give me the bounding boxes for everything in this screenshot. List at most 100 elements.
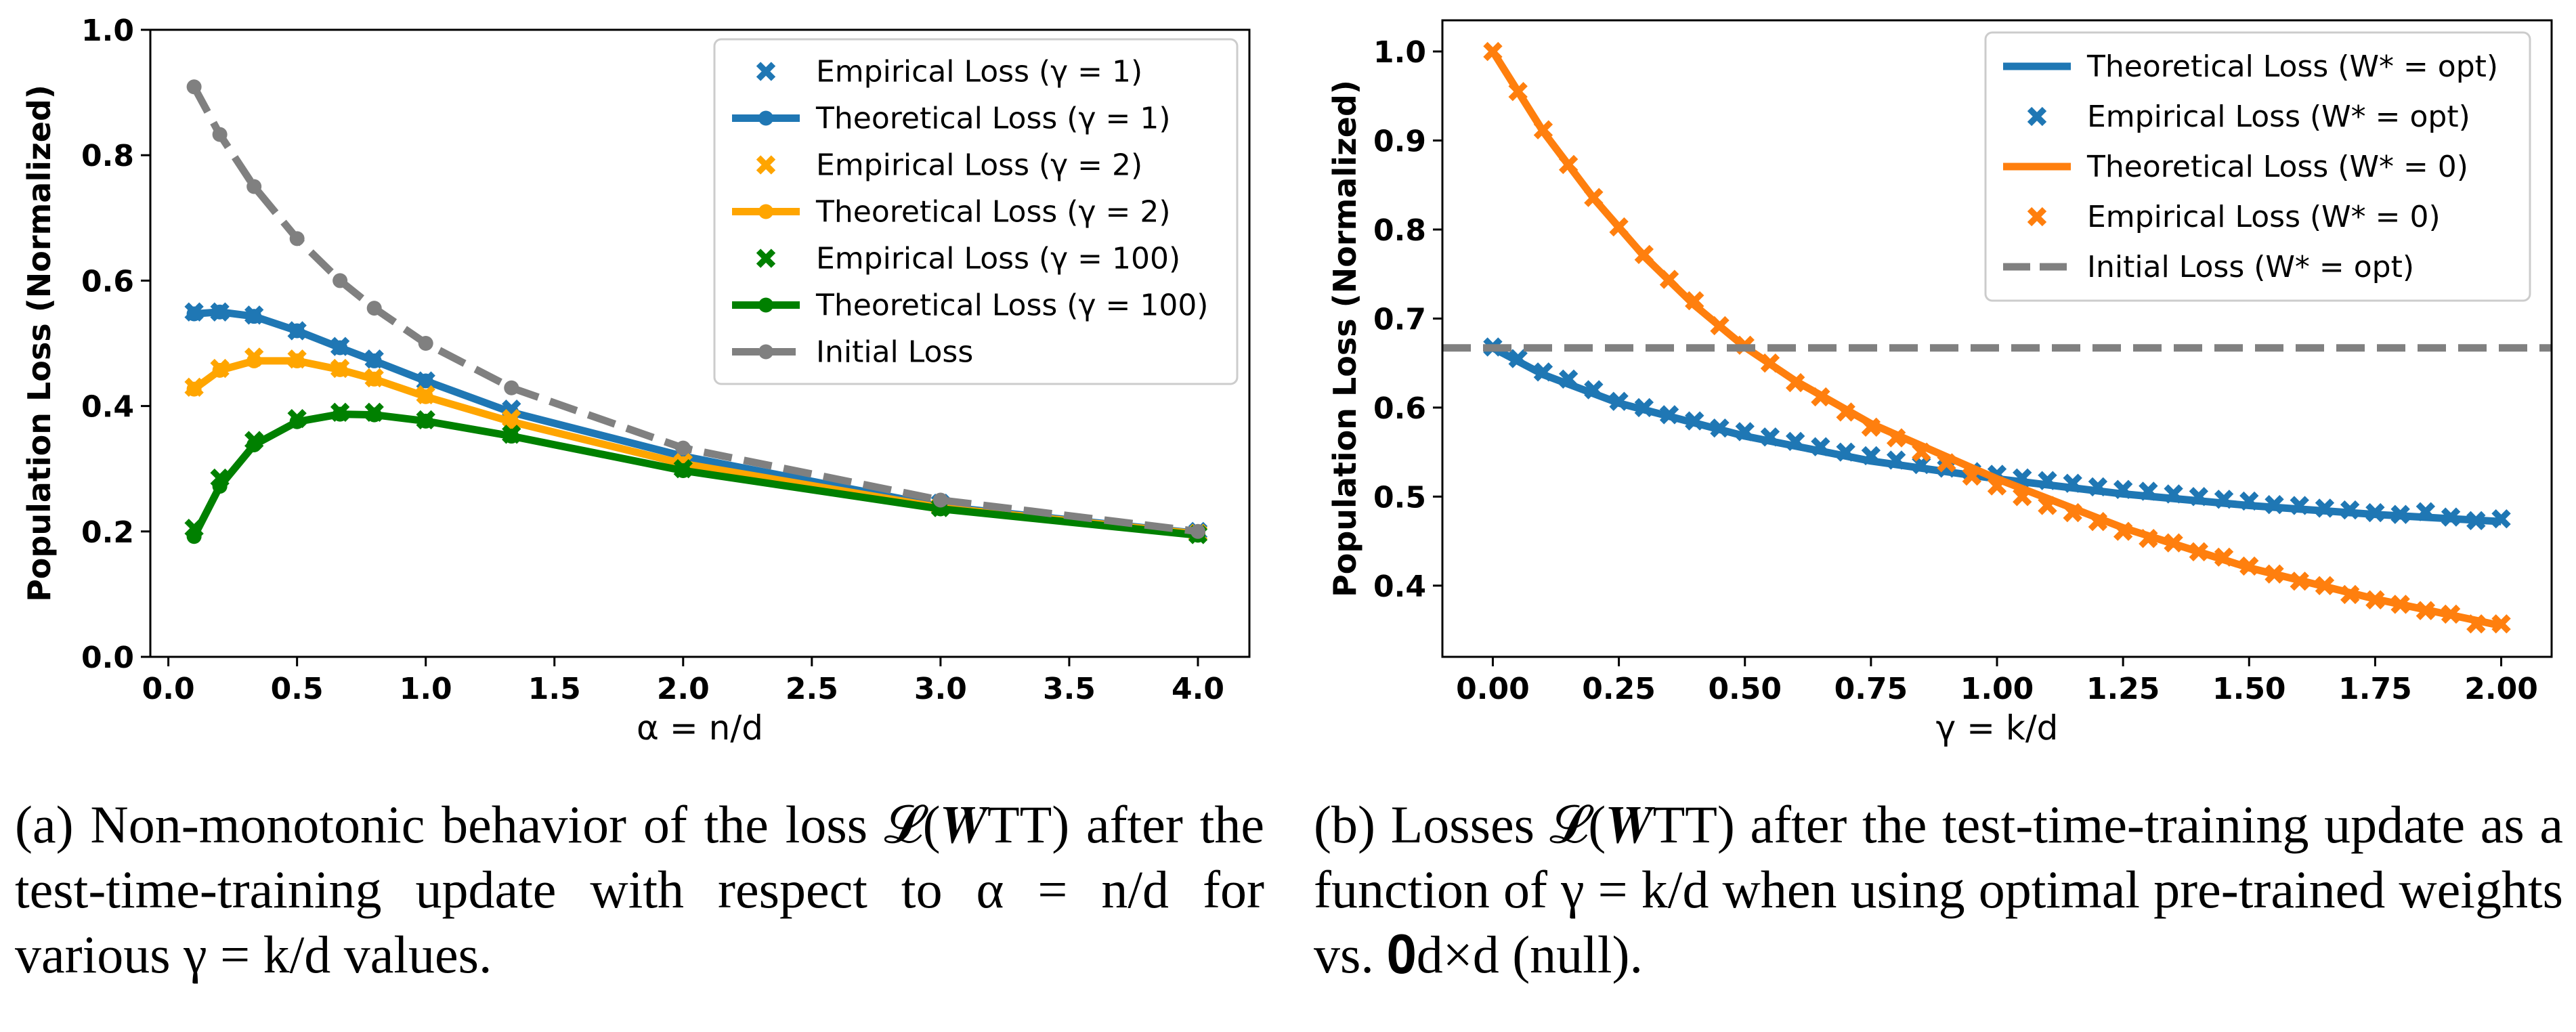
point-b-empirical-loss-w-opt-15 [1861,446,1881,466]
point-b-empirical-loss-w-0-40 [2491,614,2511,634]
legend-handle-dot-a-5 [758,297,773,313]
point-a-theoretical-loss-1-1 [212,304,228,320]
point-b-empirical-loss-w-0-31 [2264,564,2284,584]
point-b-empirical-loss-w-0-29 [2214,547,2234,567]
y-tick-label-a-1: 0.2 [81,515,134,550]
point-b-empirical-loss-w-0-22 [2038,496,2057,515]
point-a-initial-loss-6 [418,336,433,351]
y-axis-label-b: Population Loss (Normalized) [1327,80,1363,597]
series-b-empirical-loss-w-opt [1483,337,2511,531]
plot-a-loss-vs-alpha: 0.0 0.5 1.0 1.5 2.0 2.5 3.0 3.5 4.0 0.0 0.2 0.4 0.6 0… [21,14,1251,748]
point-a-theoretical-loss-100-2 [246,437,262,453]
point-b-empirical-loss-w-opt-18 [1937,458,1956,478]
point-a-theoretical-loss-1-2 [246,309,262,324]
point-b-empirical-loss-w-opt-7 [1659,405,1679,425]
legend-label-a-3: Theoretical Loss (γ = 2) [815,195,1171,230]
x-tick-label-a-8: 4.0 [1172,672,1224,706]
point-b-empirical-loss-w-0-18 [1937,453,1956,473]
point-b-empirical-loss-w-opt-4 [1584,380,1604,400]
series-line-a-theoretical-loss-2 [192,357,1199,538]
y-tick-label-a-4: 0.8 [81,139,134,173]
caption-a: (a) Non-monotonic behavior of the loss 𝓛… [15,795,1264,984]
point-a-theoretical-loss-100-5 [366,407,382,423]
point-b-empirical-loss-w-0-11 [1760,353,1780,373]
legend-label-b-2: Theoretical Loss (W* = 0) [2086,150,2468,184]
point-b-empirical-loss-w-0-23 [2063,502,2082,523]
x-tick-label-b-0: 0.00 [1456,672,1530,706]
series-line-a-theoretical-loss-100 [190,410,1199,539]
point-b-empirical-loss-w-opt-5 [1609,391,1629,411]
point-b-empirical-loss-w-0-26 [2139,528,2158,549]
point-b-empirical-loss-w-opt-30 [2239,491,2259,511]
legend-box-b [1984,31,2531,302]
point-b-empirical-loss-w-opt-33 [2315,498,2335,518]
y-tick-label-b-4: 0.8 [1373,213,1426,248]
point-a-initial-loss-9 [932,492,948,508]
x-tick-label-a-7: 3.5 [1043,672,1096,706]
point-a-theoretical-loss-1-4 [332,340,348,356]
point-b-empirical-loss-w-0-39 [2466,614,2486,634]
point-b-empirical-loss-w-0-33 [2315,576,2335,596]
point-b-empirical-loss-w-opt-24 [2088,477,2108,497]
legend-label-a-4: Empirical Loss (γ = 100) [816,242,1180,276]
legend-label-b-0: Theoretical Loss (W* = opt) [2086,49,2498,84]
point-a-initial-loss-1 [212,127,228,142]
point-b-empirical-loss-w-0-6 [1634,244,1654,264]
point-b-empirical-loss-w-opt-27 [2164,484,2183,504]
point-b-empirical-loss-w-0-17 [1912,442,1931,462]
point-b-empirical-loss-w-opt-11 [1760,427,1780,447]
point-a-initial-loss-8 [675,440,691,456]
point-b-empirical-loss-w-opt-23 [2063,473,2082,493]
point-b-empirical-loss-w-0-13 [1811,387,1830,407]
point-a-theoretical-loss-2-5 [366,371,382,387]
point-b-empirical-loss-w-0-14 [1836,402,1855,422]
point-a-theoretical-loss-100-6 [418,413,433,429]
point-b-empirical-loss-w-opt-29 [2214,490,2234,509]
point-a-theoretical-loss-100-7 [504,429,519,444]
y-tick-label-a-5: 1.0 [81,14,134,48]
series-group-a [184,79,1208,544]
point-b-empirical-loss-w-0-0 [1483,41,1503,62]
y-tick-label-a-0: 0.0 [81,641,134,675]
x-tick-label-a-2: 1.0 [400,672,452,706]
point-a-theoretical-loss-100-8 [675,463,691,478]
legend-handle-a-2 [756,155,776,175]
point-b-empirical-loss-w-0-2 [1533,120,1553,139]
point-b-empirical-loss-w-opt-31 [2264,495,2284,515]
legend-handle-a-0 [756,62,776,81]
point-b-empirical-loss-w-0-36 [2390,595,2410,614]
x-axis-label-b: γ = k/d [1936,708,2059,748]
point-a-initial-loss-4 [332,273,348,288]
point-b-empirical-loss-w-0-30 [2239,556,2259,576]
y-tick-label-a-2: 0.4 [81,390,134,425]
x-tick-label-a-0: 0.0 [142,672,195,706]
x-tick-label-b-6: 1.50 [2212,672,2286,706]
point-b-empirical-loss-w-opt-40 [2491,509,2511,529]
series-a-initial-loss [186,79,1205,539]
point-b-empirical-loss-w-opt-12 [1785,431,1805,452]
point-b-empirical-loss-w-0-5 [1609,217,1629,237]
point-a-theoretical-loss-2-4 [332,362,348,377]
series-line-b-theoretical-loss-w-opt [1490,344,2502,525]
y-tick-label-b-2: 0.6 [1373,391,1426,426]
axes-frame-a [149,28,1251,658]
point-b-empirical-loss-w-0-38 [2441,604,2461,624]
x-tick-label-b-8: 2.00 [2464,672,2538,706]
series-b-empirical-loss-w-0 [1483,41,2511,634]
point-b-empirical-loss-w-0-34 [2340,584,2360,605]
point-b-empirical-loss-w-opt-37 [2416,502,2436,521]
point-a-theoretical-loss-2-0 [186,381,202,397]
point-b-empirical-loss-w-opt-6 [1634,397,1654,418]
point-a-theoretical-loss-100-0 [186,529,202,544]
point-a-theoretical-loss-2-1 [212,362,228,378]
point-b-empirical-loss-w-opt-39 [2466,511,2486,531]
legend-handle-dot-a-1 [758,110,773,126]
series-b-theoretical-loss-w-opt [1490,344,2502,525]
point-a-initial-loss-7 [504,380,519,395]
point-b-empirical-loss-w-opt-1 [1508,349,1528,368]
point-a-theoretical-loss-2-3 [289,353,305,368]
plot-b-loss-vs-gamma: 0.00 0.25 0.50 0.75 1.00 1.25 1.50 1.75 2.00 0.4 0… [1327,19,2553,748]
point-b-empirical-loss-w-opt-9 [1710,418,1730,438]
y-tick-label-b-0: 0.4 [1373,569,1426,604]
